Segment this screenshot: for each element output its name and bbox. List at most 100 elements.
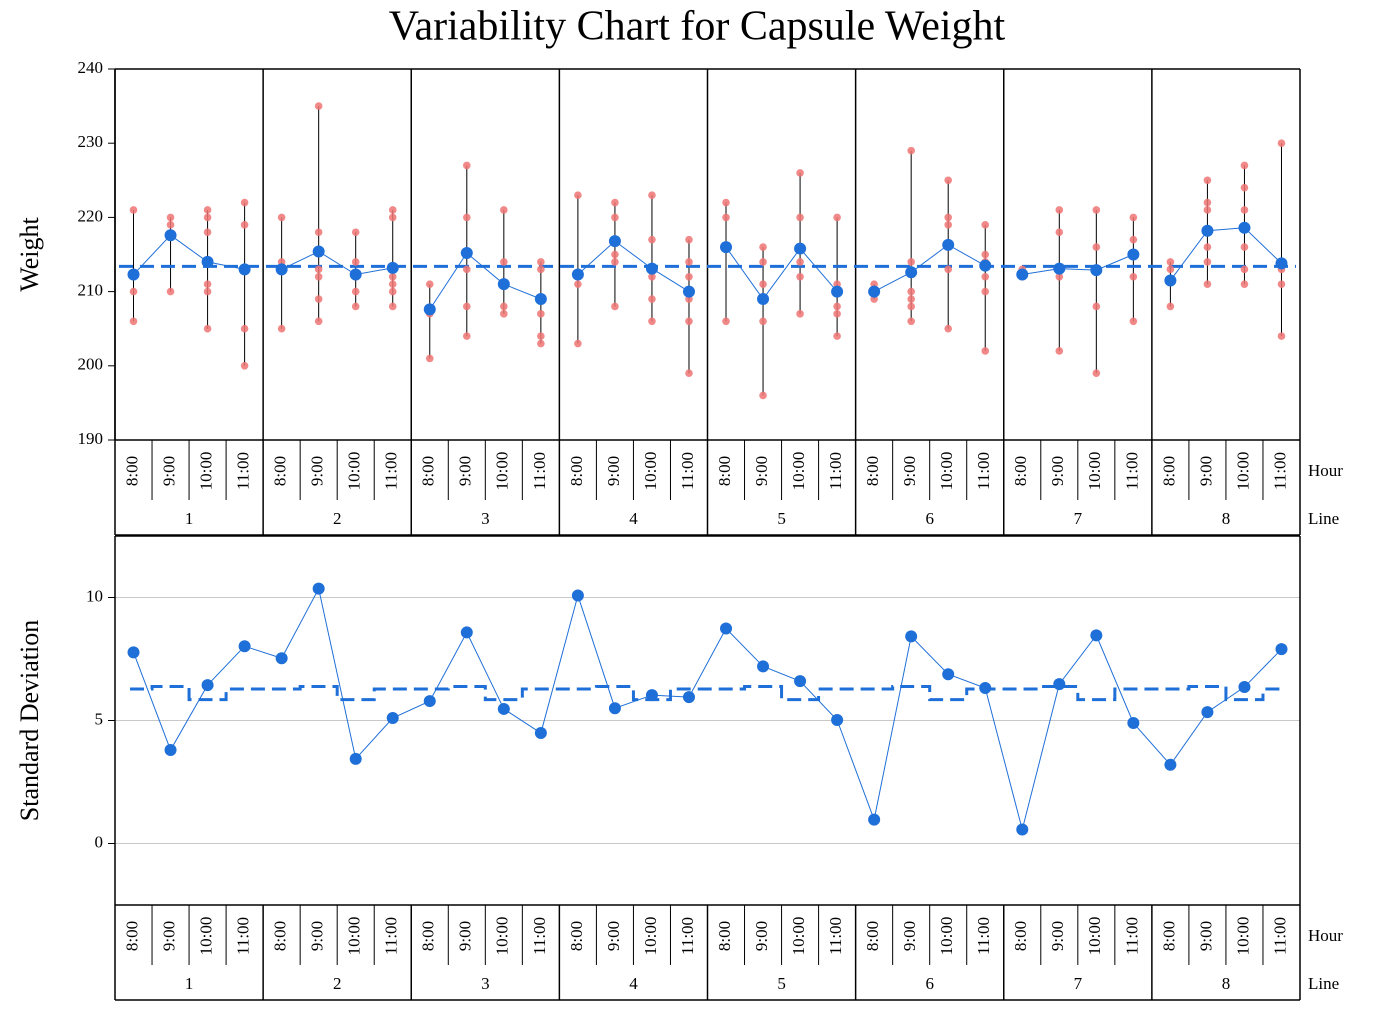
- raw-point: [500, 206, 508, 214]
- hour-label: 11:00: [974, 452, 993, 490]
- y-tick-label: 200: [78, 355, 104, 374]
- raw-point: [314, 265, 323, 274]
- y-axis-title: Weight: [15, 217, 44, 292]
- raw-point: [722, 317, 730, 326]
- hour-label: 8:00: [567, 921, 586, 951]
- hour-label: 8:00: [122, 921, 141, 951]
- sd-point: [423, 695, 436, 708]
- mean-point: [608, 235, 621, 248]
- hour-label: 10:00: [1085, 452, 1104, 491]
- raw-point: [1166, 258, 1175, 266]
- raw-point: [537, 258, 545, 266]
- hour-label: 10:00: [493, 917, 512, 956]
- raw-point: [314, 317, 323, 326]
- raw-point: [203, 280, 212, 288]
- raw-point: [1092, 369, 1101, 378]
- sd-point: [868, 813, 881, 826]
- raw-point: [388, 302, 397, 311]
- raw-point: [240, 324, 249, 333]
- mean-point: [127, 268, 140, 281]
- raw-point: [1240, 206, 1249, 214]
- hour-label: 9:00: [1196, 921, 1215, 951]
- mean-point: [1238, 221, 1251, 234]
- mean-point: [460, 247, 473, 260]
- hour-label: 8:00: [419, 921, 438, 951]
- mean-line: [577, 240, 690, 293]
- raw-point: [611, 198, 619, 207]
- line-title: Line: [1308, 509, 1339, 528]
- sd-point: [979, 682, 992, 695]
- raw-point: [388, 272, 397, 281]
- line-label: 5: [777, 974, 786, 993]
- hour-label: 8:00: [715, 921, 734, 951]
- raw-point: [1055, 347, 1064, 355]
- sd-point: [312, 582, 325, 595]
- y-tick-label: 190: [78, 429, 104, 448]
- sd-point: [1053, 678, 1066, 691]
- raw-point: [796, 169, 804, 177]
- line-label: 7: [1074, 509, 1083, 528]
- raw-point: [277, 324, 286, 333]
- raw-point: [462, 302, 471, 311]
- hour-label: 9:00: [159, 456, 178, 486]
- sd-point: [201, 679, 214, 692]
- raw-point: [1277, 332, 1286, 340]
- hour-label: 10:00: [1233, 452, 1252, 491]
- raw-point: [685, 258, 693, 266]
- sd-point: [349, 752, 362, 765]
- raw-point: [1055, 228, 1064, 237]
- line-label: 8: [1222, 974, 1231, 993]
- raw-point: [314, 272, 323, 281]
- hour-label: 9:00: [308, 456, 327, 486]
- raw-point: [1240, 265, 1249, 274]
- hour-label: 11:00: [826, 917, 845, 955]
- raw-point: [500, 310, 508, 318]
- raw-point: [1240, 243, 1249, 251]
- raw-point: [796, 258, 804, 266]
- raw-point: [759, 243, 767, 251]
- raw-point: [759, 280, 767, 288]
- y-tick-label: 210: [78, 281, 104, 300]
- raw-point: [425, 280, 434, 288]
- hour-label: 8:00: [271, 921, 290, 951]
- raw-point: [388, 280, 397, 288]
- raw-point: [351, 228, 360, 237]
- hour-label: 11:00: [1122, 452, 1141, 490]
- y-tick-label: 5: [95, 709, 104, 728]
- sd-point: [1090, 629, 1103, 642]
- raw-point: [833, 332, 841, 340]
- raw-point: [314, 102, 323, 110]
- raw-point: [685, 317, 693, 326]
- hour-label: 9:00: [604, 921, 623, 951]
- mean-line: [725, 246, 838, 300]
- raw-point: [1129, 272, 1138, 281]
- mean-line: [1169, 227, 1282, 281]
- raw-point: [1240, 280, 1249, 288]
- raw-point: [314, 228, 323, 237]
- mean-point: [534, 293, 547, 306]
- sd-point: [1127, 716, 1140, 729]
- line-label: 1: [185, 974, 194, 993]
- line-label: 6: [925, 974, 934, 993]
- raw-point: [1129, 213, 1138, 222]
- raw-point: [759, 391, 767, 400]
- hour-label: 9:00: [456, 921, 475, 951]
- mean-point: [682, 285, 695, 298]
- hour-label: 9:00: [1048, 456, 1067, 486]
- raw-point: [314, 295, 323, 303]
- raw-point: [796, 272, 804, 281]
- hour-label: 8:00: [1011, 921, 1030, 951]
- raw-point: [203, 324, 212, 333]
- mean-point: [1127, 248, 1140, 261]
- hour-label: 8:00: [271, 456, 290, 486]
- hour-label: 10:00: [937, 452, 956, 491]
- raw-point: [574, 339, 582, 348]
- sd-point: [164, 744, 177, 757]
- mean-point: [868, 285, 881, 298]
- sd-point: [831, 714, 844, 727]
- hour-label: 10:00: [1233, 917, 1252, 956]
- sd-point: [275, 652, 288, 665]
- hour-label: 10:00: [789, 452, 808, 491]
- raw-point: [203, 213, 212, 222]
